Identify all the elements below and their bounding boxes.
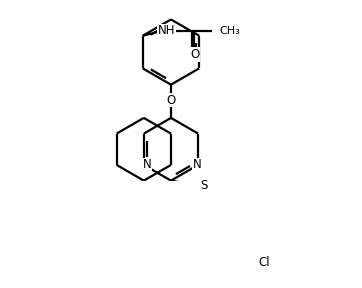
Text: N: N	[193, 158, 201, 171]
Text: O: O	[167, 94, 176, 107]
Text: O: O	[190, 48, 199, 61]
Text: N: N	[143, 158, 151, 171]
Text: CH₃: CH₃	[219, 26, 240, 36]
Text: Cl: Cl	[258, 256, 270, 269]
Text: NH: NH	[158, 24, 175, 37]
Text: S: S	[200, 179, 207, 192]
